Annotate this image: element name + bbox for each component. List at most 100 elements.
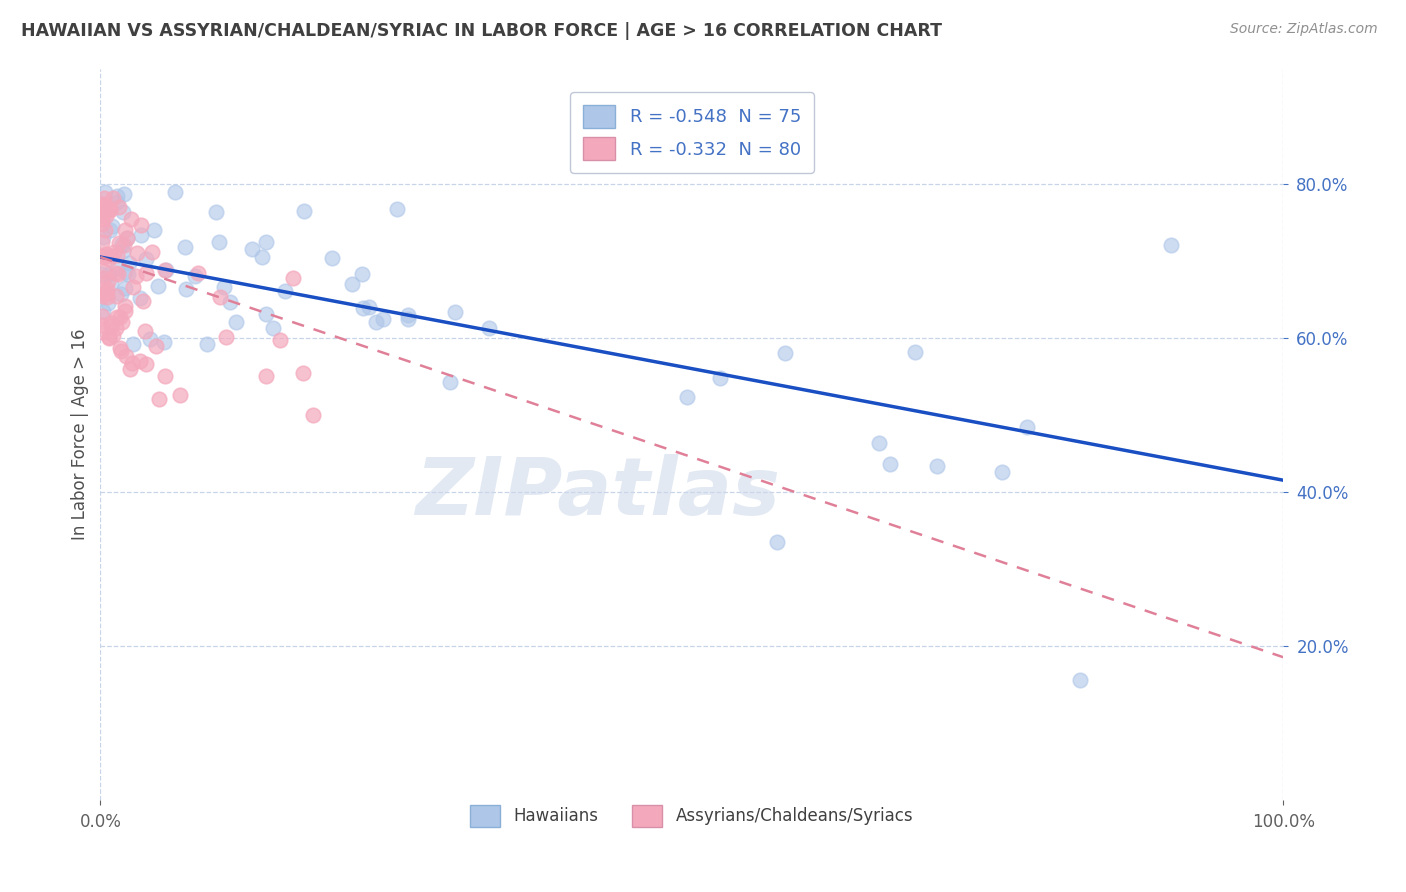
Point (125, 268, 148, 283)
Point (262, 320, 284, 334)
Point (114, 223, 136, 237)
Point (90, 211, 112, 226)
Point (439, 375, 461, 389)
Point (163, 185, 186, 199)
Point (97, 267, 120, 281)
Point (97, 330, 120, 344)
Point (94, 247, 117, 261)
Point (94, 185, 117, 199)
Point (269, 333, 291, 347)
Point (991, 465, 1014, 479)
Point (114, 299, 136, 313)
Point (93, 264, 115, 278)
Point (302, 408, 325, 422)
Point (93, 251, 115, 265)
Point (115, 231, 138, 245)
Point (90, 197, 112, 211)
Point (385, 202, 408, 216)
Point (321, 251, 343, 265)
Point (904, 344, 927, 359)
Point (141, 244, 163, 259)
Point (114, 304, 136, 318)
Point (94, 209, 117, 223)
Point (148, 392, 170, 407)
Point (114, 349, 136, 363)
Point (108, 236, 131, 251)
Point (1069, 673, 1091, 688)
Point (125, 245, 148, 260)
Point (96, 286, 118, 301)
Point (352, 301, 374, 315)
Point (879, 458, 901, 472)
Point (98, 223, 121, 237)
Point (215, 330, 238, 344)
Point (273, 284, 295, 298)
Point (1017, 420, 1039, 434)
Point (143, 223, 166, 237)
Point (108, 341, 131, 355)
Point (105, 188, 128, 202)
Point (91, 325, 114, 339)
Point (135, 252, 157, 266)
Point (97, 331, 120, 345)
Point (292, 366, 315, 380)
Point (94, 223, 117, 237)
Point (91, 288, 114, 302)
Point (110, 343, 132, 358)
Point (340, 277, 363, 291)
Point (868, 435, 890, 450)
Point (110, 286, 132, 301)
Point (184, 268, 207, 283)
Point (96, 290, 118, 304)
Point (97, 201, 120, 215)
Point (132, 293, 155, 308)
Point (281, 270, 304, 285)
Point (205, 205, 228, 219)
Point (100, 318, 122, 333)
Point (97, 296, 120, 310)
Point (98, 202, 121, 217)
Point (153, 262, 176, 277)
Point (444, 305, 467, 319)
Point (93, 205, 115, 219)
Point (105, 248, 128, 262)
Point (103, 244, 125, 259)
Point (118, 361, 141, 376)
Point (117, 267, 139, 281)
Point (129, 353, 152, 368)
Point (91, 303, 114, 318)
Point (96, 282, 118, 296)
Point (93, 191, 115, 205)
Point (112, 204, 135, 219)
Point (174, 283, 197, 297)
Point (103, 328, 125, 343)
Point (208, 235, 231, 250)
Point (254, 307, 277, 321)
Point (292, 204, 315, 219)
Point (90, 235, 112, 249)
Point (187, 266, 209, 280)
Point (396, 312, 419, 326)
Point (94, 285, 117, 299)
Point (212, 280, 235, 294)
Point (153, 369, 176, 384)
Point (357, 300, 380, 314)
Point (111, 237, 134, 252)
Point (90, 267, 112, 281)
Point (100, 276, 122, 290)
Point (105, 289, 128, 303)
Point (91, 230, 114, 244)
Point (209, 290, 232, 304)
Point (90, 202, 112, 216)
Point (174, 240, 197, 254)
Point (114, 265, 136, 279)
Point (138, 332, 160, 346)
Point (91, 271, 114, 285)
Point (91, 217, 114, 231)
Point (98, 202, 121, 216)
Point (240, 242, 263, 256)
Point (925, 458, 948, 473)
Point (396, 308, 419, 322)
Y-axis label: In Labor Force | Age > 16: In Labor Force | Age > 16 (72, 328, 89, 540)
Point (122, 337, 145, 351)
